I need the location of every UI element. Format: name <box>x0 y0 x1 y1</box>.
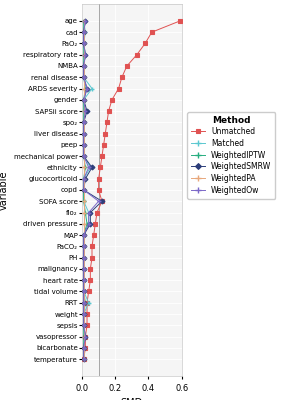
Y-axis label: variable: variable <box>0 170 8 210</box>
Legend: Unmatched, Matched, WeightedIPTW, WeightedSMRW, WeightedPA, WeightedOw: Unmatched, Matched, WeightedIPTW, Weight… <box>188 112 275 199</box>
X-axis label: SMD: SMD <box>121 398 143 400</box>
